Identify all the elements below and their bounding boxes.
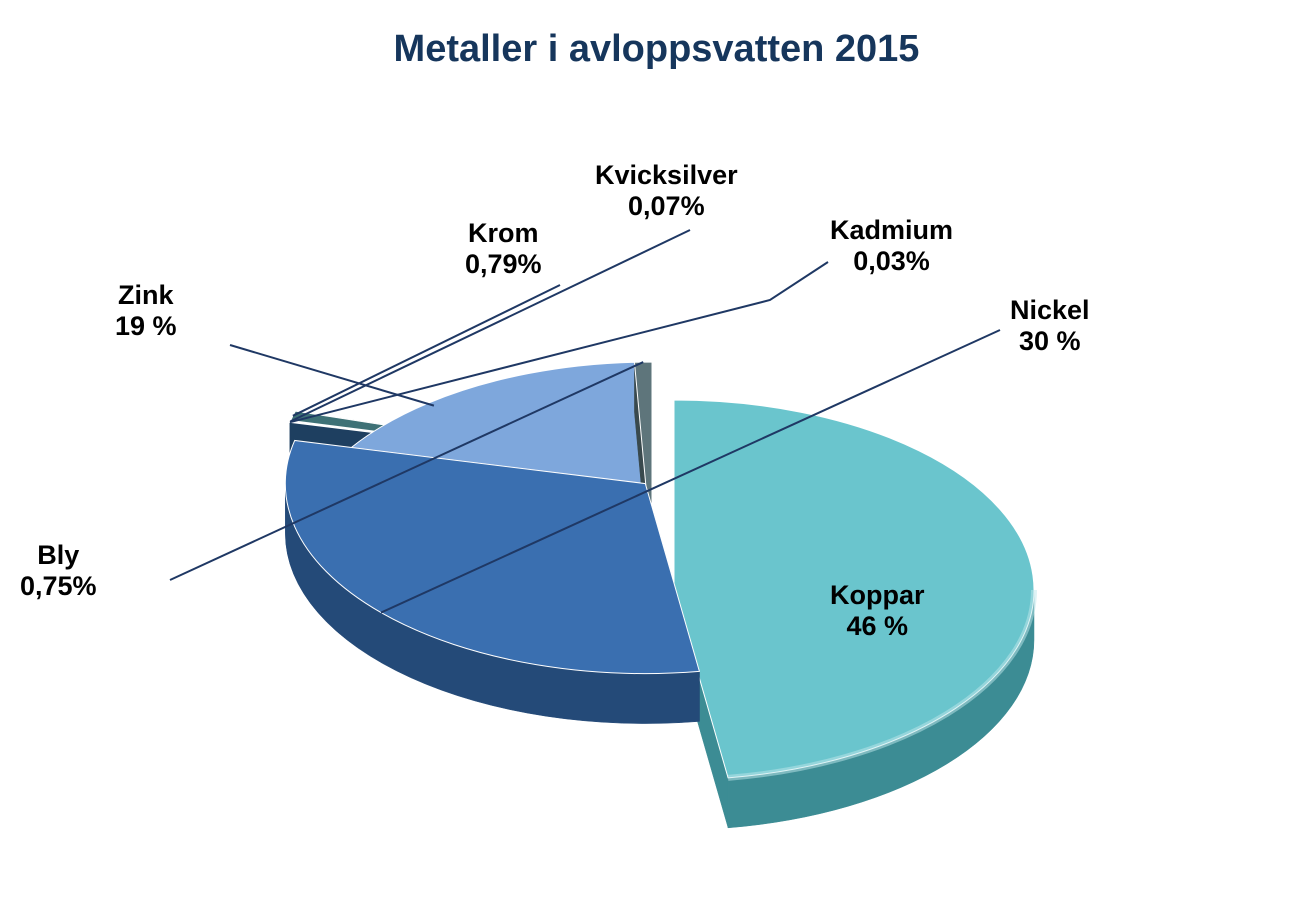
label-nickel: Nickel 30 %	[1010, 295, 1090, 357]
label-zink: Zink 19 %	[115, 280, 177, 342]
label-krom: Krom 0,79%	[465, 218, 542, 280]
label-kvicksilver: Kvicksilver 0,07%	[595, 160, 738, 222]
label-bly: Bly 0,75%	[20, 540, 97, 602]
label-kadmium: Kadmium 0,03%	[830, 215, 953, 277]
label-koppar: Koppar 46 %	[830, 580, 925, 642]
chart-stage: Metaller i avloppsvatten 2015 Koppar 46 …	[0, 0, 1313, 913]
pie-chart	[0, 0, 1313, 913]
